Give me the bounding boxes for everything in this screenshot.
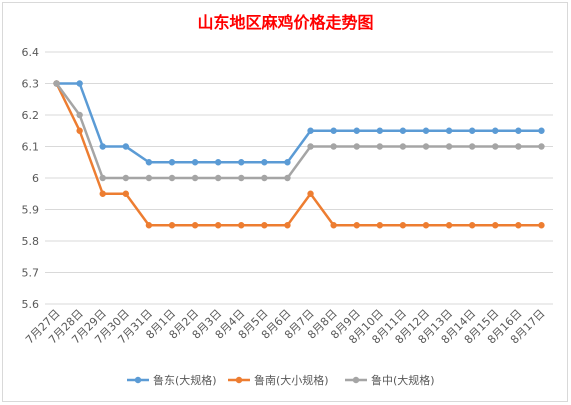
data-point [492,127,499,134]
data-point [99,174,106,182]
data-point [330,127,337,134]
data-point [284,174,291,182]
data-point [261,222,268,229]
data-point [168,174,176,182]
series-line [55,82,542,180]
data-point [538,143,545,150]
series-2 [53,80,545,182]
data-point [468,143,476,150]
legend: 鲁东(大规格) 鲁南(大小规格) 鲁中(大规格) [127,373,435,387]
data-point [515,127,522,134]
data-point [191,159,199,166]
data-point [468,127,476,134]
legend-marker [352,376,360,384]
data-point [122,174,130,182]
data-point [261,159,268,166]
data-point [76,127,83,134]
data-point [445,222,453,229]
data-point [145,174,153,182]
data-point [99,143,106,150]
y-tick-label: 6.4 [22,46,40,59]
data-point [145,222,153,229]
data-point [214,159,222,166]
data-point [399,127,407,134]
data-point [238,159,245,166]
y-tick-label: 5.6 [22,298,40,311]
data-point [515,222,522,229]
data-point [284,159,291,166]
data-point [422,127,430,134]
data-point [76,80,83,87]
legend-label: 鲁东(大规格) [153,373,217,387]
data-point [468,222,476,229]
data-point [53,80,60,87]
chart-frame [2,2,568,402]
data-point [238,174,245,182]
data-point [330,222,337,229]
data-point [307,127,314,134]
data-point [353,222,360,229]
data-point [191,174,199,182]
data-point [168,222,176,229]
legend-marker [235,376,243,384]
data-point [99,190,106,197]
data-point [399,222,407,229]
data-point [76,111,83,119]
data-point [168,159,176,166]
legend-label: 鲁中(大规格) [371,373,435,387]
series-group [53,80,545,229]
data-point [238,222,245,229]
series-1 [53,80,545,229]
y-tick-label: 6.1 [22,141,40,154]
data-point [122,143,130,150]
series-line [55,82,542,227]
data-point [261,174,268,182]
data-point [214,222,222,229]
y-tick-label: 5.8 [22,235,40,248]
data-point [445,127,453,134]
y-axis-ticks: 5.6 5.7 5.8 5.9 6 6.1 6.2 6.3 6.4 [22,46,40,311]
data-point [445,143,453,150]
data-point [284,222,291,229]
y-tick-label: 5.7 [22,267,40,280]
series-0 [53,80,545,166]
data-point [353,143,360,150]
data-point [399,143,407,150]
chart-title: 山东地区麻鸡价格走势图 [197,13,374,32]
y-tick-label: 6.3 [22,78,40,91]
data-point [538,127,545,134]
data-point [422,143,430,150]
data-point [422,222,430,229]
series-line [56,82,542,164]
data-point [515,143,522,150]
data-point [492,143,499,150]
y-tick-label: 6.2 [22,109,40,122]
data-point [538,222,545,229]
data-point [330,143,337,150]
data-point [214,174,222,182]
data-point [376,127,384,134]
y-tick-label: 5.9 [22,204,40,217]
data-point [376,143,384,150]
data-point [376,222,384,229]
data-point [492,222,499,229]
legend-label: 鲁南(大小规格) [254,373,329,387]
data-point [145,159,153,166]
x-axis-ticks: 7月27日7月28日7月29日7月30日7月31日8月1日8月2日8月3日8月4… [23,307,548,347]
data-point [307,143,314,150]
data-point [353,127,360,134]
y-tick-label: 6 [32,172,39,185]
data-point [191,222,199,229]
data-point [307,190,314,197]
data-point [122,190,130,197]
legend-marker [134,376,142,384]
